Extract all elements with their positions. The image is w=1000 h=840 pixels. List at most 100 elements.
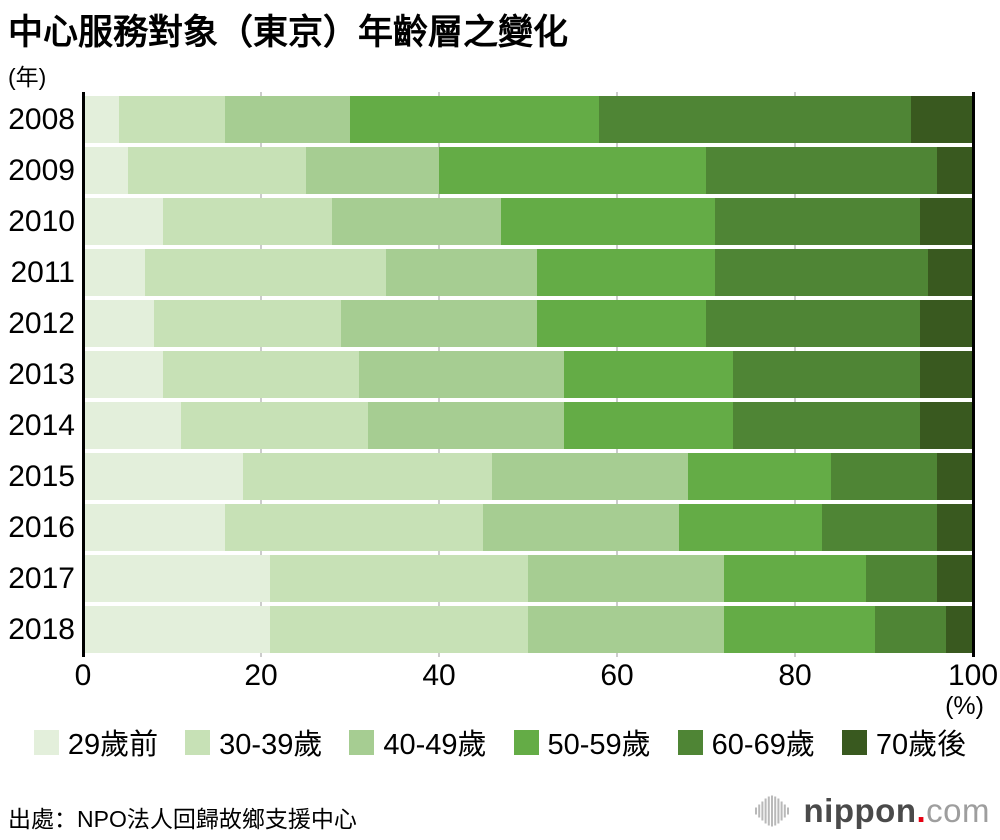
bar-rows: 2008 2009 2010 2011 2012 2013 2014 2015 2016 2017… — [0, 96, 1000, 657]
stacked-bar — [83, 147, 973, 194]
bar-segment — [269, 555, 528, 602]
chart-title: 中心服務對象（東京）年齡層之變化 — [8, 13, 569, 52]
bar-segment — [83, 249, 146, 296]
bar-segment — [83, 147, 128, 194]
bar-segment — [180, 402, 368, 449]
bar-segment — [332, 198, 502, 245]
bar-segment — [875, 606, 947, 653]
legend-swatch — [677, 729, 703, 755]
bar-segment — [919, 402, 973, 449]
bar-segment — [243, 453, 493, 500]
legend-label: 29歲前 — [67, 729, 159, 761]
stacked-bar — [83, 249, 973, 296]
nippon-logo-icon — [754, 795, 789, 827]
bar-row: 2014 — [0, 402, 1000, 449]
bar-row: 2008 — [0, 96, 1000, 143]
bar-row: 2018 — [0, 606, 1000, 653]
bar-segment — [732, 351, 920, 398]
x-tick-label: 0 — [74, 659, 92, 692]
bar-row: 2010 — [0, 198, 1000, 245]
bar-segment — [358, 351, 564, 398]
legend-item: 29歲前 — [33, 721, 159, 763]
legend: 29歲前 30-39歲 40-49歲 50-59歲 60-69歲 70歲後 — [0, 721, 1000, 763]
bar-segment — [225, 96, 350, 143]
bar-segment — [599, 96, 911, 143]
bar-segment — [154, 300, 342, 347]
stacked-bar — [83, 198, 973, 245]
legend-item: 70歲後 — [841, 721, 967, 763]
year-label: 2014 — [8, 409, 75, 442]
bar-segment — [305, 147, 439, 194]
bar-segment — [536, 300, 706, 347]
bar-segment — [367, 402, 564, 449]
bar-segment — [946, 606, 973, 653]
bar-segment — [349, 96, 600, 143]
bar-segment — [705, 300, 920, 347]
year-label: 2010 — [8, 205, 75, 238]
x-tick-label: 80 — [778, 659, 812, 692]
bar-row: 2017 — [0, 555, 1000, 602]
legend-label: 70歲後 — [875, 729, 967, 761]
stacked-bar — [83, 453, 973, 500]
x-tick-label: 100 — [947, 659, 999, 692]
bar-segment — [910, 96, 973, 143]
legend-swatch — [349, 729, 375, 755]
bar-segment — [145, 249, 386, 296]
bar-segment — [563, 351, 733, 398]
nippon-logo: nippon.com — [754, 792, 990, 830]
logo-text-com: com — [926, 792, 990, 829]
bar-segment — [527, 555, 724, 602]
bar-segment — [83, 453, 244, 500]
bar-segment — [928, 249, 973, 296]
bar-segment — [163, 198, 333, 245]
bar-segment — [385, 249, 537, 296]
legend-item: 30-39歲 — [185, 721, 322, 763]
stacked-bar — [83, 402, 973, 449]
y-axis-line — [82, 92, 85, 657]
legend-item: 50-59歲 — [513, 721, 651, 763]
bar-segment — [269, 606, 528, 653]
bar-segment — [527, 606, 724, 653]
bar-segment — [83, 198, 164, 245]
legend-label: 40-49歲 — [383, 729, 487, 761]
legend-swatch — [33, 729, 59, 755]
legend-swatch — [185, 729, 211, 755]
axis-lines — [82, 92, 975, 657]
year-label: 2011 — [10, 256, 75, 289]
bar-segment — [492, 453, 689, 500]
y-axis-unit-label: (年) — [8, 64, 47, 90]
x-tick-label: 60 — [600, 659, 634, 692]
bar-segment — [118, 96, 226, 143]
legend-swatch — [513, 729, 539, 755]
stacked-bar — [83, 300, 973, 347]
bar-segment — [937, 147, 973, 194]
bar-segment — [501, 198, 715, 245]
bar-segment — [723, 555, 867, 602]
bar-segment — [679, 504, 822, 551]
stacked-bar — [83, 96, 973, 143]
bar-row: 2012 — [0, 300, 1000, 347]
stacked-bar — [83, 504, 973, 551]
bar-segment — [688, 453, 831, 500]
source-text: 出處：NPO法人回歸故鄉支援中心 — [8, 806, 357, 832]
bar-segment — [83, 300, 155, 347]
bar-segment — [866, 555, 938, 602]
stacked-bar — [83, 351, 973, 398]
bar-segment — [439, 147, 706, 194]
legend-label: 60-69歲 — [711, 729, 815, 761]
nippon-logo-text: nippon.com — [804, 792, 990, 830]
year-label: 2012 — [8, 307, 75, 340]
legend-item: 40-49歲 — [349, 721, 487, 763]
bar-segment — [563, 402, 733, 449]
bar-row: 2009 — [0, 147, 1000, 194]
bar-segment — [706, 147, 938, 194]
legend-label: 30-39歲 — [219, 729, 323, 761]
x-axis-unit-label: (%) — [945, 692, 984, 720]
bar-segment — [83, 504, 226, 551]
x-tick-label: 40 — [422, 659, 456, 692]
bar-row: 2016 — [0, 504, 1000, 551]
bar-segment — [83, 351, 164, 398]
year-label: 2017 — [8, 562, 75, 595]
bar-segment — [83, 555, 270, 602]
bar-segment — [83, 606, 270, 653]
